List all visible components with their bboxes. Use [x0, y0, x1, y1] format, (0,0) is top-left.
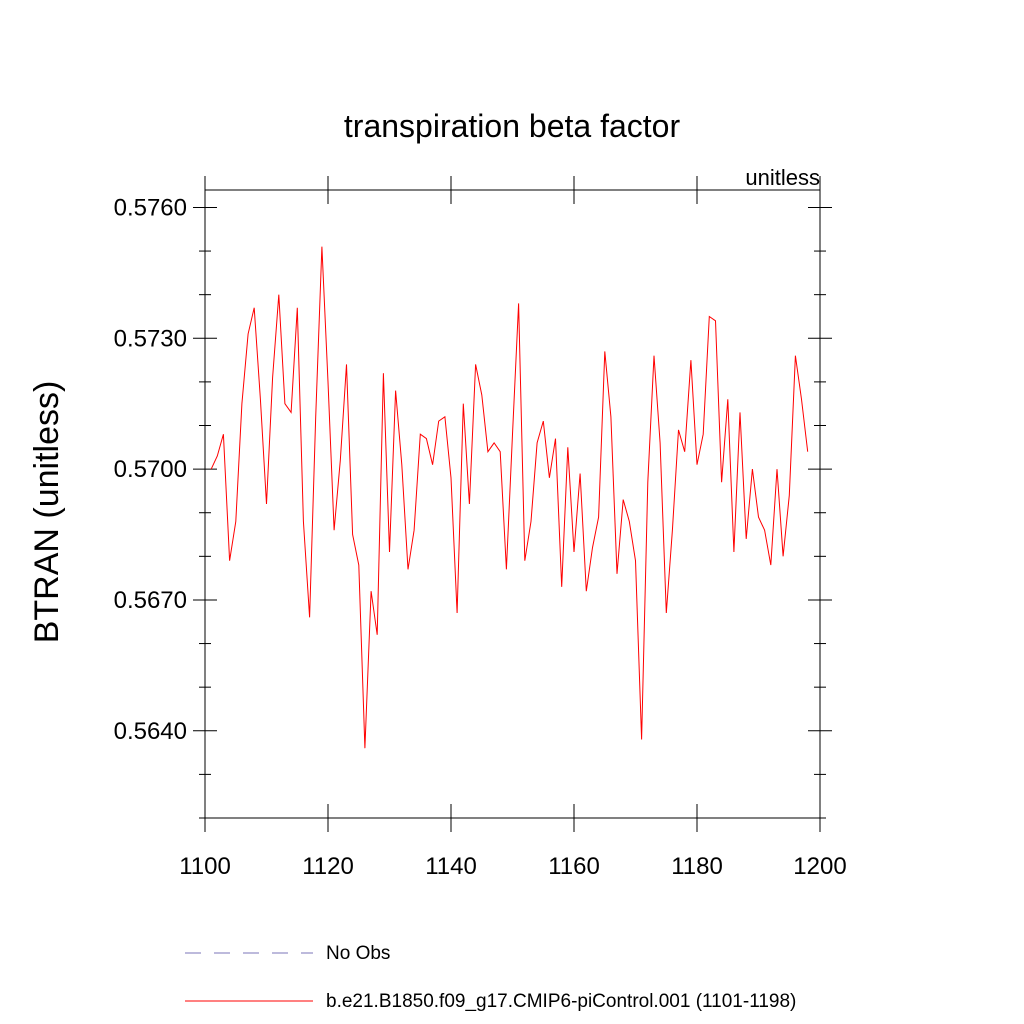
- y-tick-label: 0.5670: [114, 587, 187, 614]
- legend-label-no-obs: No Obs: [326, 943, 390, 964]
- legend-label-control: b.e21.B1850.f09_g17.CMIP6-piControl.001 …: [326, 991, 796, 1012]
- y-tick-label: 0.5700: [114, 456, 187, 483]
- units-label: unitless: [745, 165, 820, 190]
- plot-frame: [204, 189, 821, 819]
- chart-title: transpiration beta factor: [344, 108, 681, 144]
- y-tick-label: 0.5640: [114, 718, 187, 745]
- series-line: [210, 246, 809, 749]
- legend: No Obs b.e21.B1850.f09_g17.CMIP6-piContr…: [185, 943, 796, 1012]
- x-tick-label: 1120: [302, 853, 354, 880]
- x-tick-label: 1180: [671, 853, 723, 880]
- x-tick-label: 1160: [548, 853, 600, 880]
- x-tick-label: 1200: [793, 853, 846, 880]
- x-tick-label: 1140: [425, 853, 477, 880]
- x-axis: 1100 1120 1140 1160 1180 1200: [179, 176, 847, 880]
- y-tick-label: 0.5730: [114, 325, 187, 352]
- x-tick-label: 1100: [179, 853, 231, 880]
- y-tick-label: 0.5760: [114, 194, 187, 221]
- y-axis-title: BTRAN (unitless): [28, 381, 66, 644]
- y-axis: 0.5640 0.5670 0.5700 0.5730 0.5760: [114, 194, 832, 819]
